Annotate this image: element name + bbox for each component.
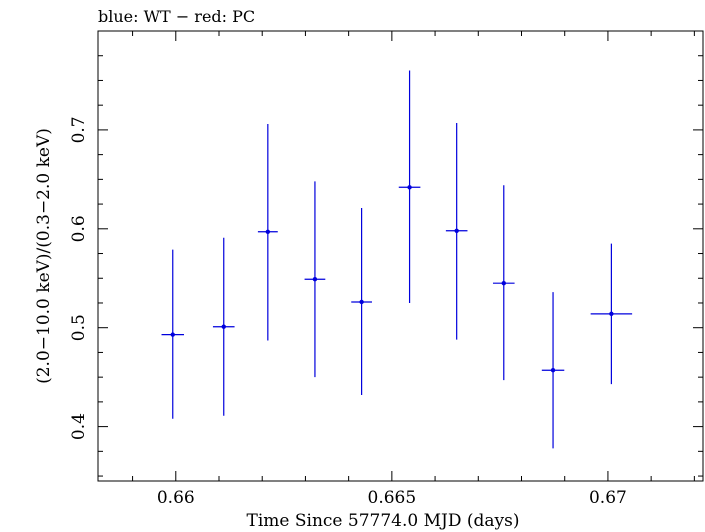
- data-point-group: [590, 243, 633, 385]
- chart-title: blue: WT − red: PC: [98, 7, 255, 26]
- data-point: [609, 311, 614, 317]
- data-point-group: [398, 70, 421, 303]
- data-point: [454, 228, 459, 233]
- data-point: [312, 277, 318, 282]
- data-series: [161, 70, 633, 449]
- data-point: [170, 332, 175, 337]
- data-point-group: [257, 123, 278, 341]
- data-point-group: [492, 185, 515, 381]
- y-tick-label: 0.6: [69, 215, 89, 242]
- y-tick-label: 0.5: [69, 314, 89, 341]
- data-point-group: [445, 122, 468, 340]
- data-point: [359, 299, 364, 305]
- data-point-group: [304, 181, 326, 378]
- data-point-group: [212, 237, 235, 416]
- y-tick-label: 0.7: [69, 116, 89, 143]
- x-tick-label: 0.67: [589, 488, 627, 508]
- y-axis-label: (2.0−10.0 keV)/(0.3−2.0 keV): [34, 128, 54, 384]
- data-point: [550, 368, 556, 373]
- data-point-group: [161, 249, 184, 419]
- data-point-group: [541, 292, 565, 449]
- x-axis-ticks: 0.66 0.665 0.67: [132, 31, 695, 508]
- x-tick-label: 0.66: [157, 488, 195, 508]
- plot-frame: [97, 30, 704, 482]
- x-axis-label: Time Since 57774.0 MJD (days): [247, 511, 520, 531]
- x-tick-label: 0.665: [368, 488, 417, 508]
- y-tick-label: 0.4: [69, 413, 89, 440]
- data-point: [407, 185, 412, 190]
- data-point-group: [351, 208, 372, 395]
- data-point: [265, 229, 271, 234]
- data-point: [221, 324, 226, 329]
- y-axis-ticks: 0.4 0.5 0.6 0.7: [69, 30, 703, 477]
- data-point: [501, 280, 506, 286]
